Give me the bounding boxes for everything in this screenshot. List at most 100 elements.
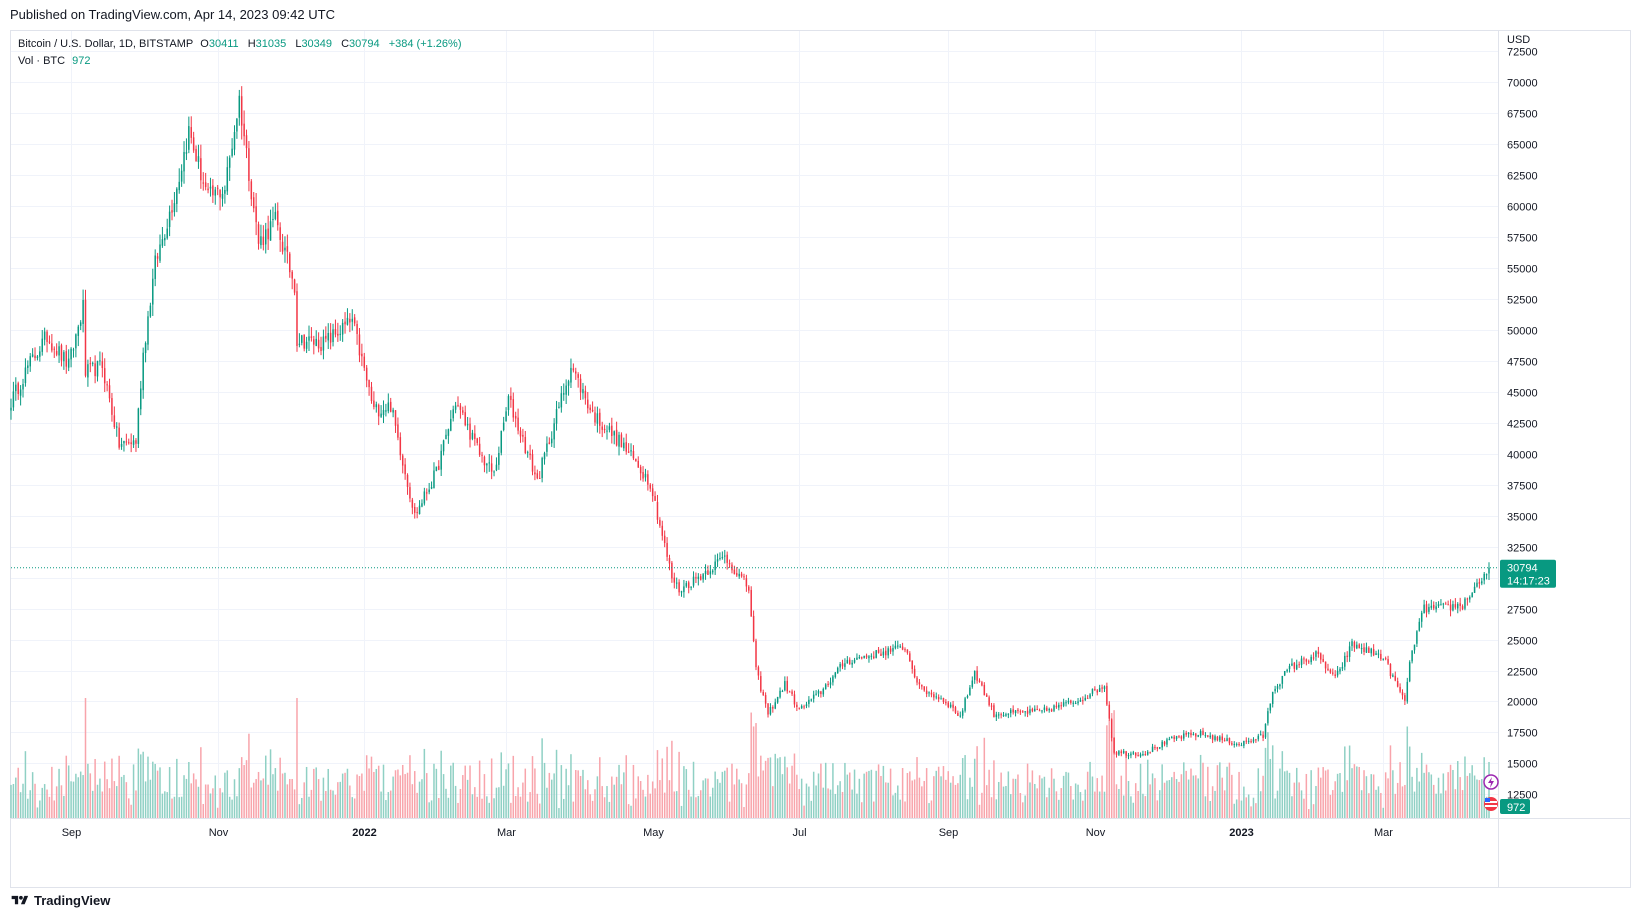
candle-body [106, 384, 108, 386]
candle-body [77, 326, 80, 336]
volume-bar [48, 796, 51, 818]
volume-bar [1375, 789, 1377, 818]
volume-bar [1002, 786, 1005, 818]
candle-body [67, 358, 70, 368]
symbol-title: Bitcoin / U.S. Dollar, 1D, BITSTAMP [18, 38, 194, 50]
volume-bar [976, 746, 978, 818]
volume-bar [250, 787, 253, 818]
volume-bar [132, 764, 135, 818]
volume-bar [204, 784, 207, 818]
chart-frame[interactable] [10, 30, 1631, 888]
candle-body [909, 653, 911, 662]
volume-bar [1163, 782, 1166, 818]
volume-bar [724, 770, 726, 818]
volume-bar [647, 774, 649, 818]
candle-body [897, 645, 899, 647]
candle-body [63, 352, 65, 362]
volume-bar [399, 775, 402, 818]
volume-bar [55, 786, 58, 818]
candle-body [1214, 736, 1216, 741]
candle-body [550, 438, 553, 444]
volume-bar [118, 755, 120, 818]
volume-bar [22, 783, 24, 818]
volume-bar [993, 760, 995, 818]
candle-body [1363, 647, 1365, 653]
candle-body [649, 484, 652, 489]
volume-bar [39, 800, 41, 818]
candle-body [882, 651, 885, 656]
candle-body [12, 391, 15, 408]
volume-bar [531, 756, 534, 818]
volume-bar [389, 790, 392, 818]
volume-bar [740, 783, 743, 818]
volume-bar [1471, 765, 1473, 818]
volume-bar [1134, 783, 1137, 818]
volume-bar [630, 805, 632, 818]
candle-body [565, 385, 567, 395]
volume-bar [498, 787, 500, 818]
candle-body [788, 691, 791, 693]
volume-bar [1046, 797, 1048, 818]
candle-body [1012, 709, 1014, 713]
volume-bar [209, 793, 212, 818]
volume-bar [1286, 770, 1288, 818]
volume-bar [180, 796, 183, 818]
volume-bar [1197, 778, 1199, 818]
volume-bar [728, 801, 731, 818]
volume-bar [63, 795, 65, 818]
volume-bar [1440, 793, 1442, 818]
candle-body [204, 182, 207, 188]
volume-bar [565, 768, 567, 818]
candle-body [152, 278, 154, 305]
volume-bar [1432, 784, 1435, 818]
volume-bar [332, 790, 334, 818]
volume-bar [942, 766, 945, 818]
volume-bar [243, 765, 245, 818]
volume-bar [67, 765, 70, 818]
volume-bar [113, 781, 116, 818]
volume-bar [949, 782, 952, 818]
candle-body [267, 228, 269, 240]
tradingview-logo[interactable]: TradingView [10, 893, 110, 908]
volume-bar [733, 784, 736, 818]
volume-bar [82, 775, 84, 818]
candle-body [618, 434, 620, 447]
volume-bar [43, 784, 46, 818]
volume-bar [313, 768, 315, 818]
volume-bar [108, 788, 111, 818]
candle-body [1134, 752, 1137, 756]
candle-body [457, 404, 459, 406]
candle-body [1332, 672, 1334, 674]
candle-body [416, 512, 418, 514]
volume-bar [488, 802, 490, 818]
candle-body [793, 694, 796, 705]
volume-bar [75, 773, 77, 818]
candle-body [474, 433, 476, 440]
y-tick-label: 57500 [1507, 233, 1538, 245]
candle-body [594, 412, 596, 423]
candle-body [313, 339, 315, 345]
y-tick-label: 22500 [1507, 667, 1538, 679]
candle-body [1180, 736, 1183, 739]
volume-bar [954, 784, 957, 818]
candle-body [1171, 737, 1173, 739]
volume-bar [1387, 778, 1389, 818]
x-tick-label: May [643, 827, 664, 839]
volume-bar [267, 784, 269, 818]
volume-bar [1351, 768, 1353, 818]
volume-bar [596, 776, 599, 818]
candle-body [596, 413, 599, 424]
volume-bar [534, 768, 536, 818]
candle-body [719, 558, 721, 560]
volume-bar [1101, 775, 1103, 818]
volume-bar [442, 774, 445, 818]
candle-body [534, 472, 536, 475]
candle-body [65, 351, 68, 367]
volume-bar [865, 771, 868, 818]
volume-bar [286, 784, 289, 818]
candle-body [911, 660, 913, 670]
candle-body [363, 356, 366, 368]
volume-bar [606, 786, 608, 818]
candle-body [440, 450, 442, 470]
